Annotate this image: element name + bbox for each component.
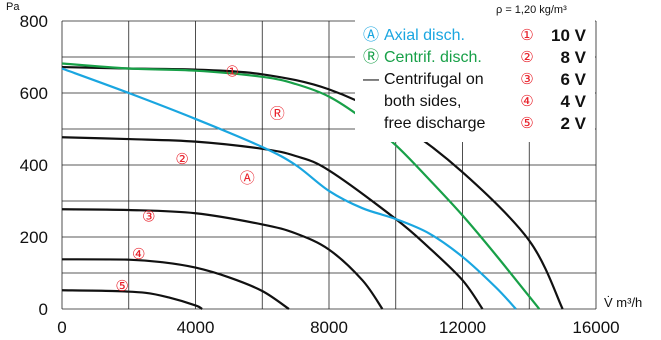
voltage-legend: ① 10 V ② 8 V ③ 6 V ④ 4 V ⑤ 2 V (520, 26, 586, 133)
curve-centrifugal-2 (61, 136, 484, 310)
x-tick-label: 16000 (572, 318, 619, 337)
curve-annotation: ② (175, 150, 188, 168)
legend-entry: free discharge (384, 115, 485, 132)
y-tick-label: 0 (39, 300, 48, 319)
curve-centrifugal-5 (61, 289, 203, 310)
x-tick-label: 4000 (177, 318, 215, 337)
y-tick-label: 200 (20, 228, 48, 247)
y-tick-label: 600 (20, 84, 48, 103)
curve-axial-6 (61, 67, 517, 310)
legend-symbol: — (363, 71, 379, 88)
curve-centrifugal-4 (61, 258, 290, 310)
curve-annotation: Ⓐ (240, 169, 255, 187)
x-tick-label: 12000 (439, 318, 486, 337)
curve-labels: ① ② ③ ④⑤ Ⓐ Ⓡ (115, 63, 284, 296)
legend-entry: Axial disch. (384, 27, 465, 44)
curve-centrifugal-discharge-7 (61, 62, 541, 310)
density-note: ρ = 1,20 kg/m³ (496, 4, 567, 16)
y-axis-label: Pa (6, 1, 20, 13)
legend-entry: Centrifugal on (384, 71, 484, 88)
voltage-mark: ② (520, 48, 533, 66)
voltage-label: 2 V (560, 114, 586, 133)
tick-labels: 0 4000 8000 12000 16000 0 200 400 600 800 (20, 12, 620, 337)
legend-symbol: Ⓐ (363, 26, 379, 44)
legend-background (355, 18, 595, 142)
x-tick-label: 0 (57, 318, 66, 337)
voltage-label: 8 V (560, 48, 586, 67)
y-tick-label: 800 (20, 12, 48, 31)
x-tick-label: 8000 (310, 318, 348, 337)
legend-entry: both sides, (384, 93, 461, 110)
y-tick-label: 400 (20, 156, 48, 175)
legend-symbol: Ⓡ (363, 48, 379, 66)
voltage-label: 10 V (551, 26, 587, 45)
voltage-label: 6 V (560, 70, 586, 89)
voltage-label: 4 V (560, 92, 586, 111)
voltage-mark: ⑤ (520, 114, 533, 132)
curve-annotation: ④ (132, 245, 145, 263)
legend: Ⓐ Axial disch. Ⓡ Centrif. disch. — Centrifuga… (363, 26, 486, 132)
voltage-mark: ③ (520, 70, 533, 88)
curve-annotation: ⑤ (115, 277, 128, 295)
voltage-mark: ① (520, 26, 533, 44)
curve-annotation: ① (225, 63, 238, 81)
curves (61, 62, 564, 310)
curve-annotation: Ⓡ (270, 105, 285, 123)
x-axis-label: V̇ m³/h (604, 295, 642, 310)
curve-centrifugal-3 (61, 208, 384, 310)
voltage-mark: ④ (520, 92, 533, 110)
curve-annotation: ③ (142, 207, 155, 225)
legend-entry: Centrif. disch. (384, 49, 482, 66)
